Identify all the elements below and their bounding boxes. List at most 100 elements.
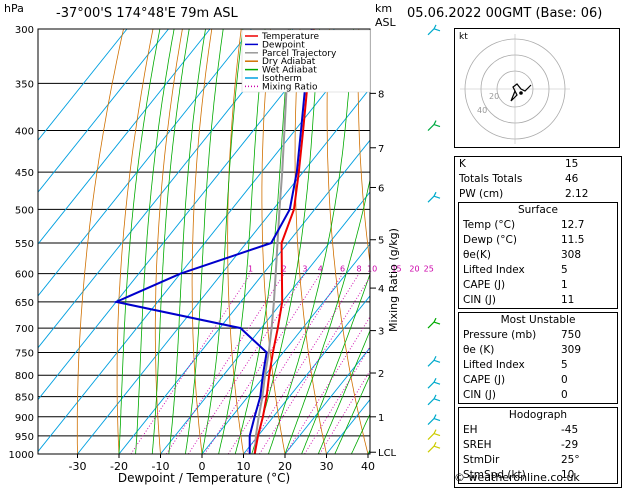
pressure-tick-label: 1000 <box>9 450 34 461</box>
hodograph-value: 10 <box>561 469 575 481</box>
surface-value: 5 <box>561 264 568 276</box>
hodograph-value: 25° <box>561 454 580 466</box>
isotherm-line <box>410 29 455 454</box>
copyright-text: © weatheronline.co.uk <box>454 471 580 484</box>
wet-adiabat-line <box>334 374 370 454</box>
isotherm-line <box>38 35 370 453</box>
surface-row: θe(K) 308 <box>459 248 617 263</box>
most-unstable-row: Lifted Index 5 <box>459 358 617 373</box>
wind-barb <box>427 429 441 441</box>
wind-barb <box>427 414 441 425</box>
surface-row: CAPE (J) 1 <box>459 278 617 293</box>
pressure-tick-label: 400 <box>15 127 34 138</box>
hodograph-row: StmSpd (kt) 10 <box>459 468 617 483</box>
dry-adiabat-line <box>447 29 454 454</box>
height-tick-label: 4 <box>378 284 384 295</box>
pressure-tick-label: 300 <box>15 25 34 36</box>
most-unstable-label: Pressure (mb) <box>463 329 537 341</box>
hodograph-label: StmDir <box>463 454 500 466</box>
wet-adiabat-line <box>268 29 354 454</box>
height-sub-units: ASL <box>375 16 396 29</box>
wind-barb <box>427 191 441 203</box>
wet-adiabat-line <box>301 272 370 454</box>
most-unstable-label: θe (K) <box>463 344 495 356</box>
surface-value: 1 <box>561 279 568 291</box>
dry-adiabat-line <box>76 29 124 454</box>
hodograph-panel: kt 40 20 <box>454 28 620 148</box>
isotherm-line <box>38 29 211 245</box>
pressure-tick-label: 950 <box>15 432 34 443</box>
hodograph-value: -29 <box>561 439 579 451</box>
pressure-tick-label: 750 <box>15 348 34 359</box>
legend-label: Wet Adiabat <box>262 66 317 76</box>
height-tick-label: 5 <box>378 236 384 247</box>
pressure-tick-label: 700 <box>15 324 34 335</box>
mixing-ratio-line <box>187 273 306 454</box>
wind-barb <box>427 441 441 453</box>
hodograph-label: StmSpd (kt) <box>463 469 526 481</box>
temp-tick-label: -20 <box>110 460 128 473</box>
wet-adiabat-line <box>234 29 291 454</box>
pressure-tick-label: 650 <box>15 298 34 309</box>
most-unstable-label: CIN (J) <box>463 389 496 401</box>
hodograph-table-title: Hodograph <box>508 409 568 421</box>
index-value: 15 <box>565 158 579 170</box>
mixing-ratio-label: 20 <box>409 265 419 274</box>
hodograph-label: EH <box>463 424 478 436</box>
pressure-tick-label: 800 <box>15 371 34 382</box>
wind-barb <box>427 317 441 329</box>
surface-title: Surface <box>517 204 558 216</box>
parcel-trajectory-line <box>253 29 290 454</box>
legend-label: Dewpoint <box>262 40 305 50</box>
height-tick-label: 8 <box>378 89 384 100</box>
surface-label: θe(K) <box>463 249 491 261</box>
dry-adiabat-line <box>227 29 244 454</box>
mixing-ratio-label: 4 <box>318 265 323 274</box>
height-tick-label: 3 <box>378 327 384 338</box>
most-unstable-label: Lifted Index <box>463 359 525 371</box>
most-unstable-value: 0 <box>561 389 568 401</box>
most-unstable-row: CAPE (J) 0 <box>459 373 617 388</box>
wet-adiabat-line <box>201 29 244 454</box>
wet-adiabat-line <box>168 29 206 454</box>
mixing-ratio-line <box>304 345 370 454</box>
hodograph-value: -45 <box>561 424 579 436</box>
legend-box <box>241 29 371 93</box>
temp-tick-label: 10 <box>237 460 251 473</box>
index-value: 46 <box>565 173 579 185</box>
wind-barb <box>427 377 441 389</box>
height-tick-label: LCL <box>378 448 397 459</box>
temperature-line <box>253 29 315 454</box>
mixing-ratio-label: 15 <box>391 265 401 274</box>
hodograph-row: StmDir 25° <box>459 453 617 468</box>
x-axis-title: Dewpoint / Temperature (°C) <box>118 471 290 485</box>
skewt-chart: 1 2 3 4 6 8 10 15 20 2530035040045050055060065070… <box>9 24 455 485</box>
most-unstable-value: 5 <box>561 359 568 371</box>
mixing-ratio-line <box>227 273 343 454</box>
height-tick-label: 7 <box>378 144 384 155</box>
dry-adiabat-line <box>326 29 369 454</box>
isotherm-line <box>77 87 370 454</box>
dewpoint-line <box>112 29 313 454</box>
most-unstable-section: Most Unstable Pressure (mb) 750 θe (K) 309 L… <box>458 312 618 404</box>
surface-value: 308 <box>561 249 582 261</box>
hodograph-section: Hodograph EH -45 SREH -29 StmDir 25° StmSpd (k… <box>458 407 618 484</box>
dry-adiabat-line <box>357 29 370 266</box>
isotherm-line <box>243 295 370 454</box>
hodograph-storm-marker <box>519 91 523 95</box>
most-unstable-value: 309 <box>561 344 582 356</box>
mixing-ratio-line <box>245 273 360 454</box>
most-unstable-row: CIN (J) 0 <box>459 388 617 403</box>
mixing-ratio-label: 8 <box>356 265 361 274</box>
index-label: Totals Totals <box>459 173 523 185</box>
index-label: PW (cm) <box>459 188 504 200</box>
surface-row: CIN (J) 11 <box>459 293 617 308</box>
surface-value: 12.7 <box>561 219 585 231</box>
temp-tick-label: -30 <box>69 460 87 473</box>
surface-value: 11.5 <box>561 234 585 246</box>
surface-label: Temp (°C) <box>463 219 516 231</box>
height-tick-label: 6 <box>378 183 384 194</box>
dry-adiabat-line <box>261 29 286 454</box>
wind-barb <box>427 356 441 367</box>
